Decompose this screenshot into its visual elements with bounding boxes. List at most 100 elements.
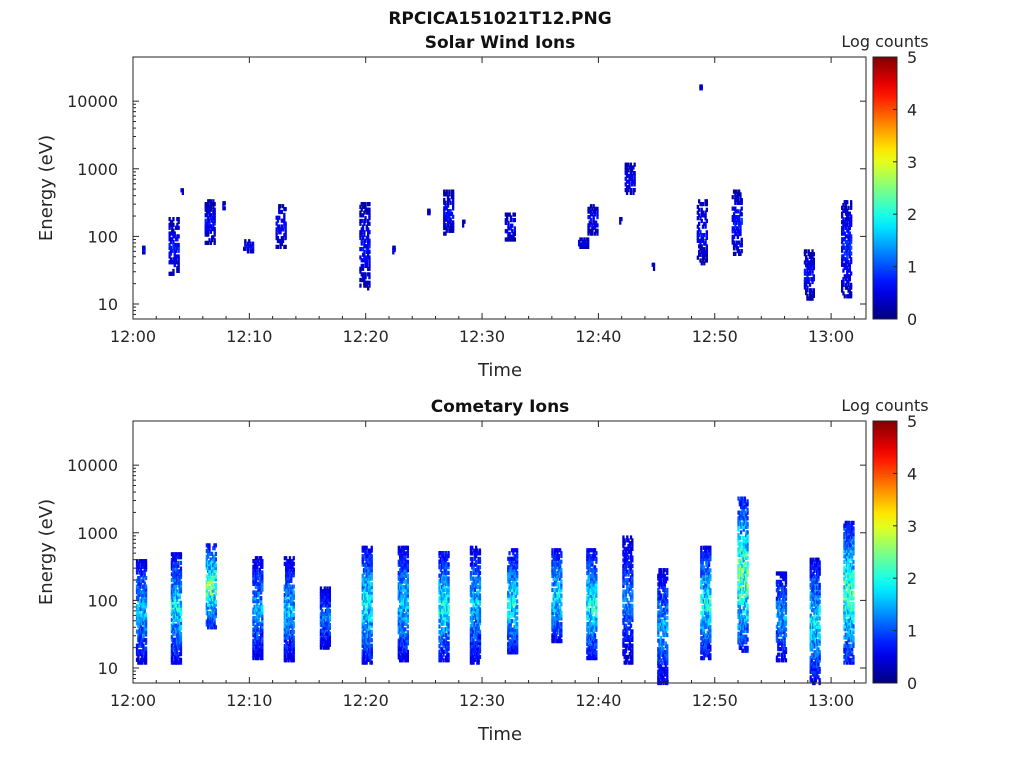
spectrogram-cell <box>705 247 708 252</box>
spectrogram-cell <box>509 633 512 638</box>
spectrogram-cell <box>168 251 171 256</box>
spectrogram-cell <box>631 657 634 662</box>
spectrogram-cell <box>553 636 557 641</box>
spectrogram-cell <box>367 230 370 235</box>
spectrogram-cell <box>475 570 478 576</box>
spectrogram-cell <box>738 617 741 622</box>
spectrogram-cell <box>471 587 474 592</box>
spectrogram-cell <box>442 573 445 578</box>
spectrogram-cell <box>514 644 518 649</box>
spectrogram-cell <box>444 604 448 609</box>
spectrogram-cell <box>619 217 622 222</box>
spectrogram-cell <box>507 650 510 655</box>
spectrogram-cell <box>368 610 371 615</box>
spectrogram-cell <box>450 223 454 228</box>
spectrogram-cell <box>847 260 850 265</box>
spectrogram-cell <box>843 245 846 250</box>
spectrogram-cell <box>666 624 669 629</box>
spectrogram-cell <box>508 633 511 638</box>
spectrogram-cell <box>137 623 140 629</box>
spectrogram-cell <box>701 233 705 238</box>
spectrogram-cell <box>740 640 743 645</box>
spectrogram-cell <box>290 598 293 603</box>
spectrogram-cell <box>738 603 741 608</box>
spectrogram-cell <box>361 582 364 587</box>
spectrogram-cell <box>742 648 745 653</box>
spectrogram-cell <box>746 566 749 572</box>
spectrogram-cell <box>702 639 706 644</box>
spectrogram-cell <box>843 222 846 228</box>
spectrogram-cell <box>592 587 595 593</box>
spectrogram-cell <box>508 212 511 217</box>
spectrogram-cell <box>397 610 400 615</box>
spectrogram-cell <box>666 627 669 632</box>
spectrogram-cell <box>290 576 293 581</box>
spectrogram-cell <box>210 619 214 624</box>
spectrogram-cell <box>399 556 402 562</box>
spectrogram-cell <box>738 600 741 605</box>
spectrogram-cell <box>260 579 263 584</box>
spectrogram-cell <box>734 217 737 222</box>
spectrogram-cell <box>278 204 281 209</box>
spectrogram-cell <box>810 254 813 259</box>
spectrogram-cell <box>631 578 634 583</box>
spectrogram-cell <box>516 636 519 641</box>
spectrogram-cell <box>631 563 634 569</box>
spectrogram-cell <box>175 649 179 654</box>
spectrogram-cell <box>172 646 175 651</box>
spectrogram-cell <box>745 589 748 594</box>
spectrogram-cell <box>696 230 699 235</box>
spectrogram-cell <box>361 654 364 660</box>
spectrogram-cell <box>589 209 593 214</box>
spectrogram-cell <box>369 548 372 553</box>
spectrogram-cell <box>177 572 180 577</box>
spectrogram-cell <box>555 576 558 581</box>
spectrogram-cell <box>473 643 476 648</box>
spectrogram-cell <box>291 641 294 646</box>
spectrogram-cell <box>368 582 371 587</box>
spectrogram-cell <box>401 576 404 581</box>
spectrogram-cell <box>559 633 562 638</box>
spectrogram-cell <box>444 223 447 228</box>
spectrogram-cell <box>257 641 260 646</box>
spectrogram-cell <box>204 207 207 212</box>
spectrogram-cell <box>738 561 741 566</box>
spectrogram-cell <box>624 176 627 181</box>
spectrogram-cell <box>369 601 372 606</box>
spectrogram-cell <box>209 594 212 599</box>
spectrogram-cell <box>658 616 661 621</box>
spectrogram-cell <box>257 584 260 589</box>
spectrogram-cell <box>213 202 216 207</box>
spectrogram-cell <box>144 598 148 603</box>
spectrogram-cell <box>368 249 371 254</box>
spectrogram-cell <box>363 230 366 235</box>
spectrogram-cell <box>631 615 634 620</box>
spectrogram-cell <box>258 630 261 635</box>
spectrogram-cell <box>553 602 557 607</box>
spectrogram-cell <box>399 618 402 623</box>
spectrogram-cell <box>472 654 475 660</box>
spectrogram-cell <box>319 611 323 616</box>
spectrogram-cell <box>595 585 598 590</box>
spectrogram-cell <box>700 585 703 590</box>
spectrogram-cell <box>367 202 370 207</box>
spectrogram-cell <box>137 654 140 660</box>
spectrogram-cell <box>177 603 180 608</box>
spectrogram-cell <box>709 599 712 604</box>
spectrogram-cell <box>178 646 181 651</box>
spectrogram-cell <box>326 594 329 599</box>
spectrogram-cell <box>368 202 371 207</box>
spectrogram-cell <box>737 552 740 558</box>
spectrogram-cell <box>286 590 289 595</box>
spectrogram-cell <box>363 283 366 288</box>
spectrogram-cell <box>709 574 712 579</box>
spectrogram-cell <box>286 629 289 635</box>
spectrogram-cell <box>142 638 145 643</box>
spectrogram-cell <box>261 613 264 618</box>
spectrogram-cell <box>707 650 711 655</box>
spectrogram-cell <box>746 530 749 535</box>
spectrogram-cell <box>144 621 148 626</box>
spectrogram-cell <box>283 646 286 652</box>
spectrogram-cell <box>400 568 403 573</box>
spectrogram-cell <box>629 586 633 591</box>
